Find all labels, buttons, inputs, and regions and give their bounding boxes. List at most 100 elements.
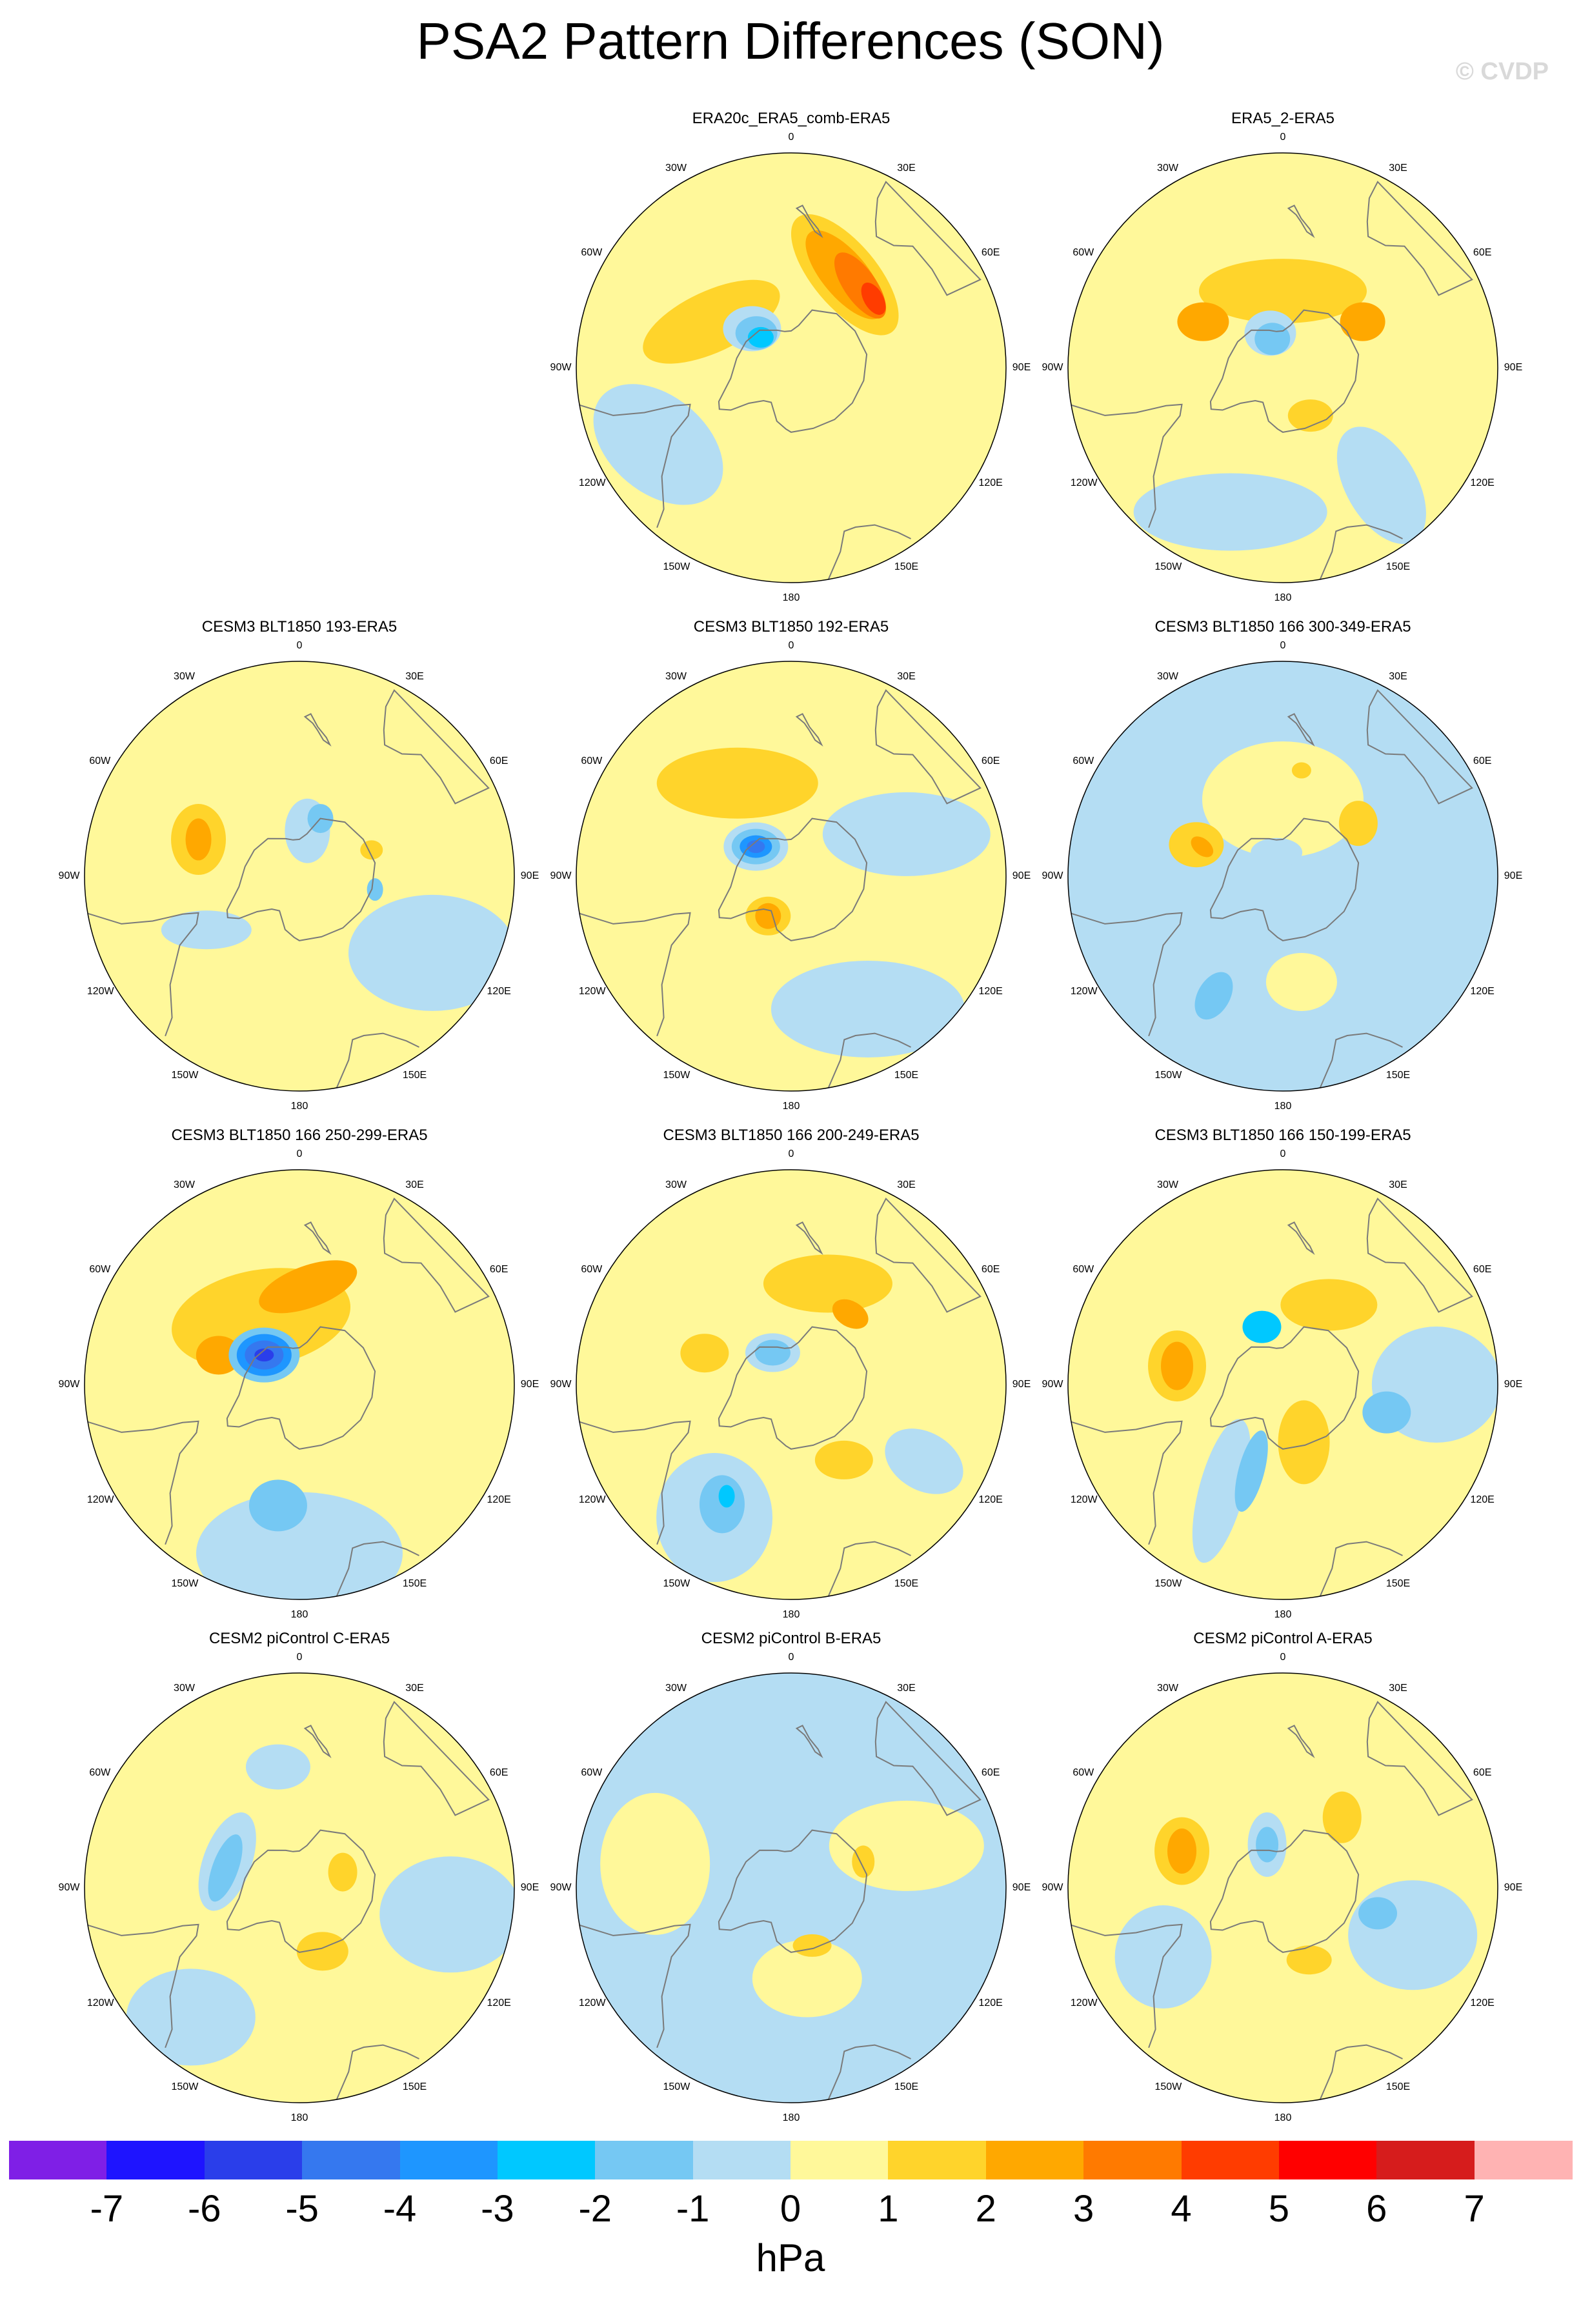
lon-label: 120W bbox=[578, 985, 606, 997]
anomaly-contour bbox=[348, 894, 514, 1011]
lon-label: 150E bbox=[402, 2081, 427, 2093]
colorbar-tick-label: 1 bbox=[878, 2188, 899, 2230]
anomaly-contour bbox=[1234, 1430, 1268, 1512]
lon-label: 150W bbox=[663, 2081, 690, 2093]
lon-label: 180 bbox=[290, 2112, 308, 2123]
coastline-nz bbox=[1287, 1725, 1315, 1759]
lon-label: 30E bbox=[1389, 1682, 1407, 1694]
anomaly-contour bbox=[1280, 1279, 1378, 1331]
lon-label: 0 bbox=[788, 132, 794, 143]
lon-label: 90E bbox=[1504, 1379, 1523, 1390]
map-outline bbox=[84, 661, 515, 1092]
lon-label: 150E bbox=[1385, 1070, 1411, 1081]
coastline-samerica bbox=[1071, 1923, 1183, 2049]
lon-label: 90W bbox=[58, 1882, 80, 1893]
polar-map bbox=[84, 1169, 515, 1600]
lon-label: 180 bbox=[782, 1609, 800, 1620]
lon-label: 150E bbox=[894, 2081, 919, 2093]
lon-label: 30E bbox=[897, 162, 916, 174]
anomaly-contour bbox=[752, 1939, 862, 2018]
anomaly-contour bbox=[656, 747, 818, 819]
map-outline bbox=[84, 1169, 515, 1600]
panel-title: CESM3 BLT1850 166 150-199-ERA5 bbox=[1154, 1127, 1411, 1144]
anomaly-contour bbox=[1194, 972, 1233, 1020]
lon-label: 120W bbox=[1070, 477, 1098, 488]
lon-label: 120W bbox=[86, 1494, 114, 1505]
anomaly-contour bbox=[747, 326, 774, 348]
map-outline bbox=[1067, 1672, 1498, 2103]
lon-label: 120W bbox=[578, 1997, 606, 2008]
lon-label: 90W bbox=[58, 1379, 80, 1390]
lon-label: 90W bbox=[1042, 1379, 1063, 1390]
lon-label: 30W bbox=[174, 1682, 195, 1694]
lon-label: 120E bbox=[978, 1997, 1003, 2008]
anomaly-contour bbox=[1191, 836, 1214, 857]
map-background bbox=[85, 661, 514, 1091]
map-background bbox=[1068, 661, 1498, 1091]
anomaly-contour bbox=[754, 1339, 790, 1366]
lon-label: 120E bbox=[978, 1494, 1003, 1505]
anomaly-contour bbox=[1167, 1828, 1197, 1874]
coastline-nz bbox=[1287, 205, 1315, 239]
polar-map bbox=[576, 152, 1007, 583]
anomaly-contour bbox=[814, 1440, 873, 1479]
colorbar-swatch bbox=[497, 2141, 596, 2179]
lon-label: 90E bbox=[1012, 1379, 1031, 1390]
lon-label: 30W bbox=[665, 1682, 687, 1694]
coastline-samerica bbox=[87, 912, 199, 1037]
lon-label: 90E bbox=[520, 870, 539, 881]
anomaly-contour bbox=[643, 279, 780, 364]
lon-label: 30E bbox=[1389, 162, 1407, 174]
coastline-samerica bbox=[1071, 912, 1183, 1037]
lon-label: 150W bbox=[1154, 561, 1182, 573]
lon-label: 0 bbox=[788, 1148, 794, 1159]
map-panel: CESM2 piControl B-ERA5 0 30E 60E 90E 120E 150E… bbox=[546, 1630, 1036, 2123]
lon-label: 150W bbox=[1154, 1070, 1182, 1081]
colorbar-swatch bbox=[595, 2141, 694, 2179]
map-panel: CESM3 BLT1850 166 150-199-ERA5 0 30E 60E 90E… bbox=[1038, 1127, 1528, 1620]
lon-label: 30E bbox=[405, 1682, 424, 1694]
map-panel: CESM3 BLT1850 166 300-349-ERA5 0 30E 60E 90E… bbox=[1038, 618, 1528, 1112]
lon-label: 150W bbox=[663, 1578, 690, 1590]
panel-title: CESM3 BLT1850 192-ERA5 bbox=[693, 618, 889, 636]
lon-label: 30E bbox=[897, 1179, 916, 1190]
colorbar-swatch bbox=[302, 2141, 400, 2179]
lon-label: 30W bbox=[1157, 670, 1178, 682]
anomaly-contour bbox=[1358, 1897, 1398, 1930]
lon-label: 30E bbox=[897, 1682, 916, 1694]
lon-label: 90W bbox=[550, 362, 572, 373]
anomaly-contour bbox=[1161, 1341, 1194, 1390]
lon-label: 60W bbox=[581, 755, 603, 766]
lon-label: 120E bbox=[1470, 477, 1495, 488]
lon-label: 30E bbox=[1389, 670, 1407, 682]
coastline-africa bbox=[1319, 2044, 1403, 2100]
page-title: PSA2 Pattern Differences (SON) bbox=[416, 12, 1165, 70]
lon-label: 60E bbox=[489, 1767, 509, 1778]
lon-label: 60E bbox=[489, 1263, 509, 1275]
polar-map bbox=[576, 1169, 1007, 1600]
lon-label: 150E bbox=[894, 1578, 919, 1590]
lon-label: 60E bbox=[489, 755, 509, 766]
colorbar-swatch bbox=[888, 2141, 987, 2179]
anomaly-contour bbox=[680, 1334, 729, 1373]
lon-label: 150E bbox=[894, 1070, 919, 1081]
colorbar-tick-label: -3 bbox=[481, 2188, 514, 2230]
lon-label: 60E bbox=[1473, 755, 1492, 766]
map-outline bbox=[576, 1672, 1007, 2103]
lon-label: 30W bbox=[665, 670, 687, 682]
lon-label: 90E bbox=[520, 1882, 539, 1893]
lon-label: 180 bbox=[290, 1101, 308, 1112]
map-outline bbox=[576, 152, 1007, 583]
colorbar-tick-label: 3 bbox=[1072, 2188, 1094, 2230]
lon-label: 120W bbox=[578, 477, 606, 488]
map-outline bbox=[1067, 1169, 1498, 1600]
anomaly-contour bbox=[245, 1744, 310, 1790]
map-background bbox=[576, 1170, 1006, 1599]
coastline-australia bbox=[874, 1701, 982, 1816]
anomaly-contour bbox=[296, 1932, 348, 1971]
colorbar-swatch bbox=[1474, 2141, 1573, 2179]
lon-label: 120W bbox=[86, 1997, 114, 2008]
lon-label: 30W bbox=[1157, 162, 1178, 174]
lon-label: 90W bbox=[58, 870, 80, 881]
polar-map bbox=[84, 1672, 515, 2103]
